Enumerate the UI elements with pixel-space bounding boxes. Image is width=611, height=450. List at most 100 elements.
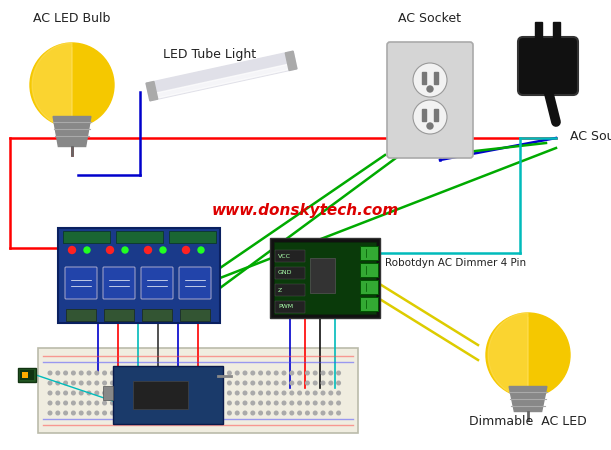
- Circle shape: [198, 247, 204, 253]
- Circle shape: [181, 381, 185, 385]
- Circle shape: [119, 391, 122, 395]
- Circle shape: [158, 391, 161, 395]
- Circle shape: [64, 411, 67, 415]
- Bar: [275, 267, 305, 279]
- Circle shape: [68, 247, 76, 253]
- Circle shape: [204, 391, 208, 395]
- Bar: [113, 366, 223, 424]
- Circle shape: [158, 401, 161, 405]
- Circle shape: [119, 381, 122, 385]
- FancyBboxPatch shape: [65, 267, 97, 299]
- Circle shape: [189, 391, 192, 395]
- Text: Robotdyn AC Dimmer 4 Pin: Robotdyn AC Dimmer 4 Pin: [385, 258, 526, 268]
- Bar: [20, 370, 34, 380]
- FancyBboxPatch shape: [179, 267, 211, 299]
- Circle shape: [126, 381, 130, 385]
- Circle shape: [79, 401, 83, 405]
- Circle shape: [189, 381, 192, 385]
- Circle shape: [220, 391, 224, 395]
- Circle shape: [87, 411, 91, 415]
- Bar: [169, 231, 216, 243]
- Circle shape: [228, 371, 231, 375]
- Circle shape: [306, 391, 309, 395]
- Circle shape: [95, 371, 98, 375]
- Circle shape: [142, 401, 145, 405]
- Circle shape: [165, 371, 169, 375]
- Circle shape: [134, 381, 137, 385]
- Circle shape: [150, 411, 153, 415]
- Circle shape: [486, 313, 570, 397]
- Bar: [360, 246, 378, 260]
- Circle shape: [150, 381, 153, 385]
- Circle shape: [313, 401, 317, 405]
- Circle shape: [64, 391, 67, 395]
- Circle shape: [103, 391, 106, 395]
- Circle shape: [165, 381, 169, 385]
- Bar: [22, 372, 28, 378]
- Circle shape: [87, 381, 91, 385]
- Circle shape: [266, 391, 270, 395]
- Circle shape: [142, 381, 145, 385]
- Circle shape: [79, 411, 83, 415]
- Circle shape: [212, 391, 216, 395]
- Bar: [275, 250, 305, 262]
- Circle shape: [321, 411, 325, 415]
- Circle shape: [290, 401, 294, 405]
- Circle shape: [111, 411, 114, 415]
- Circle shape: [158, 411, 161, 415]
- Polygon shape: [488, 313, 528, 397]
- Bar: [142, 309, 172, 321]
- Circle shape: [212, 381, 216, 385]
- Circle shape: [173, 391, 177, 395]
- Circle shape: [337, 381, 340, 385]
- Circle shape: [134, 401, 137, 405]
- Circle shape: [274, 381, 278, 385]
- Circle shape: [142, 371, 145, 375]
- Bar: [360, 280, 378, 294]
- Circle shape: [337, 391, 340, 395]
- Circle shape: [119, 401, 122, 405]
- Circle shape: [266, 371, 270, 375]
- FancyBboxPatch shape: [103, 267, 135, 299]
- Bar: [133, 381, 188, 409]
- Circle shape: [158, 381, 161, 385]
- Circle shape: [313, 381, 317, 385]
- Circle shape: [119, 371, 122, 375]
- Bar: [422, 72, 425, 84]
- Circle shape: [111, 391, 114, 395]
- Circle shape: [181, 391, 185, 395]
- Circle shape: [243, 401, 247, 405]
- Circle shape: [87, 401, 91, 405]
- Circle shape: [251, 371, 255, 375]
- Circle shape: [56, 391, 60, 395]
- Circle shape: [306, 411, 309, 415]
- Circle shape: [189, 371, 192, 375]
- Circle shape: [266, 401, 270, 405]
- Circle shape: [290, 381, 294, 385]
- Text: VCC: VCC: [278, 253, 291, 258]
- Circle shape: [106, 247, 114, 253]
- Circle shape: [126, 391, 130, 395]
- Circle shape: [235, 381, 239, 385]
- Circle shape: [298, 391, 301, 395]
- Circle shape: [337, 401, 340, 405]
- Circle shape: [413, 63, 447, 97]
- Text: Z: Z: [278, 288, 282, 292]
- Circle shape: [134, 411, 137, 415]
- Circle shape: [71, 381, 75, 385]
- Circle shape: [313, 411, 317, 415]
- Circle shape: [103, 401, 106, 405]
- Circle shape: [181, 411, 185, 415]
- Circle shape: [142, 391, 145, 395]
- Polygon shape: [146, 81, 158, 101]
- Bar: [104, 309, 134, 321]
- Bar: [180, 309, 210, 321]
- Circle shape: [321, 391, 325, 395]
- Text: AC LED Bulb: AC LED Bulb: [34, 12, 111, 25]
- Circle shape: [173, 401, 177, 405]
- Circle shape: [87, 391, 91, 395]
- Circle shape: [329, 401, 332, 405]
- Circle shape: [298, 381, 301, 385]
- Circle shape: [189, 401, 192, 405]
- Circle shape: [243, 411, 247, 415]
